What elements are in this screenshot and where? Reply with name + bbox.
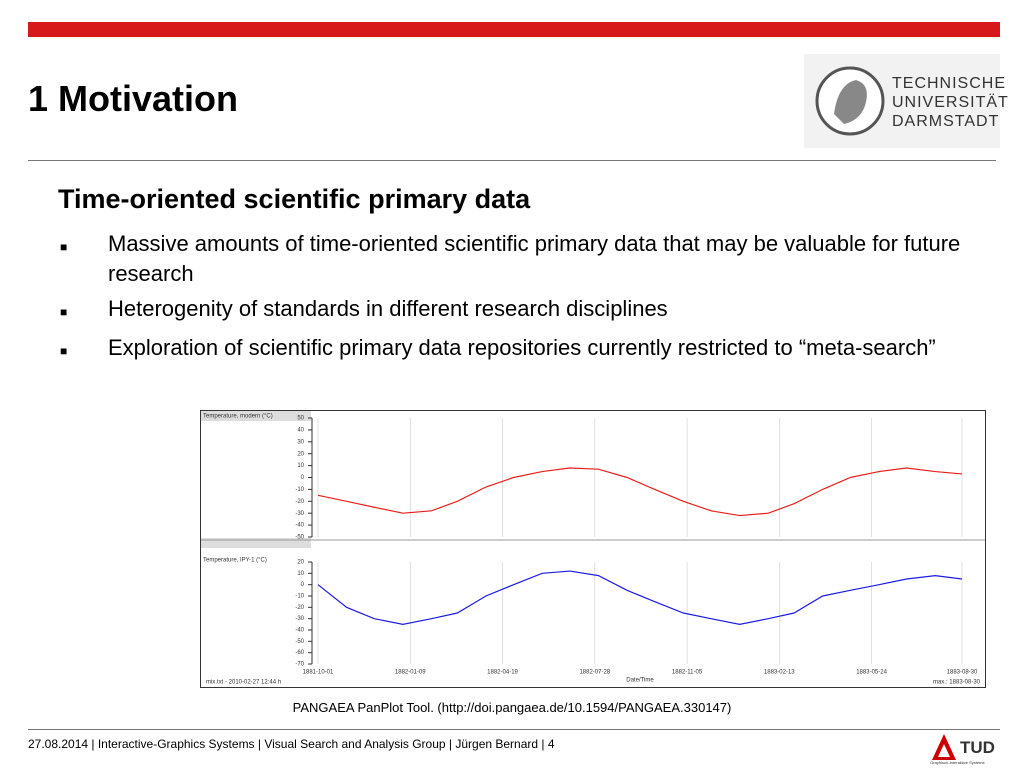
footer-logo-sub: Graphisch-Interaktive Systeme <box>930 760 985 765</box>
y-tick-label: 0 <box>301 475 305 481</box>
y-tick-label: 20 <box>297 451 304 457</box>
y-tick-label: 20 <box>297 560 304 566</box>
footer-line <box>28 729 1000 730</box>
bullet: ■ Massive amounts of time-oriented scient… <box>60 229 995 286</box>
divider <box>28 160 996 161</box>
x-tick-label: 1883-05-24 <box>856 670 887 676</box>
data-line <box>317 570 963 625</box>
logo-emblem <box>815 66 885 136</box>
bullet-text: Massive amounts of time-oriented scienti… <box>108 231 961 286</box>
y-tick-label: -30 <box>295 511 304 517</box>
x-tick-label: 1883-02-13 <box>764 670 795 676</box>
y-tick-label: -60 <box>295 650 304 656</box>
x-tick-label: 1882-04-19 <box>487 670 518 676</box>
logo-line: UNIVERSITÄT <box>892 94 1009 111</box>
plot-note: mix.txt - 2010-02-27 12:44 h <box>206 680 281 686</box>
footer-logo: TUD <box>960 738 995 757</box>
panel-label: Temperature, IPY-1 (°C) <box>203 558 267 564</box>
slide-title: 1 Motivation <box>28 78 239 119</box>
y-tick-label: -70 <box>295 662 304 668</box>
footer: 27.08.2014 | Interactive-Graphics System… <box>28 737 555 751</box>
y-tick-label: -30 <box>295 616 304 622</box>
y-tick-label: -20 <box>295 605 304 611</box>
bullet: ■ Heterogenity of standards in different … <box>60 294 995 327</box>
y-tick-label: -40 <box>295 523 304 529</box>
y-tick-label: 50 <box>297 416 304 422</box>
y-tick-label: -50 <box>295 639 304 645</box>
y-tick-label: -20 <box>295 499 304 505</box>
plot-image: Temperature, modern (°C) 50 40 30 20 10 0 -10 -2… <box>200 410 986 688</box>
top-bar <box>28 22 1000 37</box>
x-axis-label: Date/Time <box>626 678 654 684</box>
y-tick-label: -50 <box>295 535 304 541</box>
x-tick-label: 1881-10-01 <box>303 670 334 676</box>
bullet: ■ Exploration of scientific primary data … <box>60 333 995 366</box>
y-tick-label: 30 <box>297 439 304 445</box>
footer-logo-mark <box>932 734 956 760</box>
panel-label-bg <box>201 538 311 548</box>
panel-label: Temperature, modern (°C) <box>203 414 273 420</box>
x-tick-label: 1883-08-30 <box>947 670 978 676</box>
y-tick-label: 10 <box>297 571 304 577</box>
y-tick-label: -40 <box>295 628 304 634</box>
bullet-text: Exploration of scientific primary data r… <box>108 335 936 360</box>
x-tick-label: 1882-11-05 <box>672 670 703 676</box>
x-tick-label: 1882-07-28 <box>579 670 610 676</box>
logo: TECHNISCHE UNIVERSITÄT DARMSTADT <box>804 54 1008 148</box>
caption: PANGAEA PanPlot Tool. (http://doi.pangae… <box>292 700 732 715</box>
y-tick-label: 0 <box>301 582 305 588</box>
logo-triangle-inner <box>938 744 950 757</box>
bullet-text: Heterogenity of standards in different r… <box>108 296 668 321</box>
logo-line: DARMSTADT <box>892 113 1000 130</box>
y-tick-label: -10 <box>295 487 304 493</box>
heading: Time-oriented scientific primary data <box>58 184 531 214</box>
data-line <box>317 467 963 517</box>
logo-line: TECHNISCHE <box>892 75 1007 92</box>
plot-note: max.: 1883-08-30 <box>933 680 981 686</box>
y-tick-label: -10 <box>295 594 304 600</box>
y-tick-label: 40 <box>297 427 304 433</box>
plot-frame <box>200 410 986 688</box>
y-tick-label: 10 <box>297 463 304 469</box>
x-tick-label: 1882-01-09 <box>395 670 426 676</box>
panel-label-bg <box>201 411 311 421</box>
